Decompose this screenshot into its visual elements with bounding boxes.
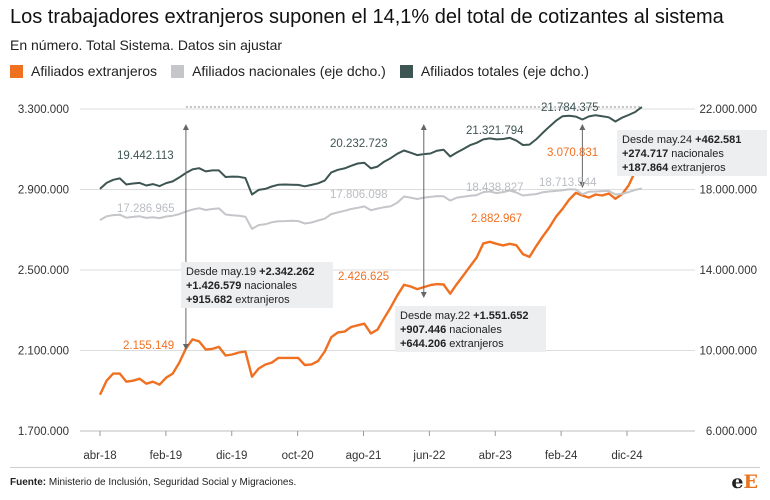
- y-right-tick-label: 18.000.000: [699, 185, 757, 197]
- annotation-box: [617, 130, 767, 176]
- annotation-box: [395, 306, 546, 352]
- data-label: 21.321.794: [466, 125, 524, 137]
- data-label: 21.784.375: [541, 102, 599, 114]
- source-note: Fuente: Ministerio de Inclusión, Segurid…: [10, 477, 296, 488]
- annotation-lead-text: Desde may.24 +462.581: [622, 134, 741, 146]
- data-label: 2.155.149: [123, 340, 174, 352]
- legend-item-totales: Afiliados totales (eje dcho.): [399, 63, 589, 79]
- y-right-tick-label: 22.000.000: [699, 104, 757, 116]
- legend-label-nacionales: Afiliados nacionales (eje dcho.): [192, 63, 386, 79]
- legend-label-extranjeros: Afiliados extranjeros: [31, 63, 158, 79]
- x-tick-label: dic-24: [611, 450, 643, 462]
- x-tick-label: jun-22: [412, 450, 445, 462]
- data-label: 19.442.113: [117, 150, 174, 162]
- annotation-extranjeros-text: +187.864 extranjeros: [622, 162, 726, 174]
- annotation-arrow-head: [182, 344, 189, 350]
- annotation-arrow-head: [420, 292, 427, 298]
- data-label: 3.070.831: [547, 147, 598, 159]
- annotation-extranjeros-text: +915.682 extranjeros: [186, 294, 290, 306]
- legend-item-extranjeros: Afiliados extranjeros: [10, 63, 157, 79]
- annotation-lead-text: Desde may.19 +2.342.262: [186, 266, 315, 278]
- x-tick-label: feb-24: [545, 450, 578, 462]
- x-tick-label: ago-21: [346, 450, 382, 462]
- data-label: 18.438.827: [466, 182, 524, 194]
- legend-item-nacionales: Afiliados nacionales (eje dcho.): [171, 63, 386, 79]
- annotation-nacionales-text: +1.426.579 nacionales: [186, 280, 298, 292]
- legend-swatch-nacionales: [171, 64, 185, 78]
- data-label: 18.713.544: [539, 177, 597, 189]
- legend-swatch-extranjeros: [10, 64, 23, 78]
- annotation-arrow-head: [579, 124, 586, 130]
- y-right-tick-label: 10.000.000: [699, 346, 757, 358]
- annotation-lead-text: Desde may.22 +1.551.652: [400, 310, 529, 322]
- x-tick-label: abr-23: [479, 450, 512, 462]
- legend-swatch-totales: [399, 64, 413, 78]
- annotation-extranjeros-text: +644.206 extranjeros: [400, 338, 504, 350]
- y-left-tick-label: 3.300.000: [18, 104, 69, 116]
- data-label: 2.426.625: [338, 271, 389, 283]
- source-label: Fuente:: [10, 477, 47, 488]
- series-line-0: [98, 154, 644, 396]
- y-right-tick-label: 6.000.000: [706, 426, 757, 438]
- annotation-nacionales-text: +907.446 nacionales: [400, 324, 502, 336]
- annotation-arrow-head: [420, 124, 427, 130]
- annotation-box: [181, 262, 333, 308]
- y-right-tick-label: 14.000.000: [699, 265, 757, 277]
- x-tick-label: feb-19: [150, 450, 183, 462]
- annotation-nacionales-text: +274.717 nacionales: [622, 148, 724, 160]
- y-left-tick-label: 2.500.000: [18, 265, 69, 277]
- series-line-2: [99, 106, 643, 196]
- y-left-tick-label: 2.900.000: [18, 185, 69, 197]
- legend-label-totales: Afiliados totales (eje dcho.): [420, 63, 589, 79]
- chart-legend: Afiliados extranjeros Afiliados nacional…: [10, 61, 603, 81]
- x-tick-label: abr-18: [83, 450, 116, 462]
- series-line-1: [99, 187, 643, 230]
- chart-subtitle: En número. Total Sistema. Datos sin ajus…: [10, 37, 283, 53]
- chart-title: Los trabajadores extranjeros suponen el …: [10, 6, 724, 28]
- x-tick-label: oct-20: [282, 450, 314, 462]
- x-tick-label: dic-19: [216, 450, 247, 462]
- y-left-tick-label: 1.700.000: [18, 426, 69, 438]
- data-label: 2.882.967: [471, 213, 522, 225]
- annotation-arrow-head: [182, 124, 189, 130]
- y-left-tick-label: 2.100.000: [18, 346, 69, 358]
- data-label: 17.806.098: [330, 189, 388, 201]
- brand-logo: eE: [731, 471, 758, 493]
- annotation-arrow-head: [579, 182, 586, 188]
- footer-divider: [10, 467, 760, 468]
- data-label: 17.286.965: [117, 203, 175, 215]
- source-text: Ministerio de Inclusión, Seguridad Socia…: [48, 477, 297, 488]
- data-label: 20.232.723: [330, 138, 388, 150]
